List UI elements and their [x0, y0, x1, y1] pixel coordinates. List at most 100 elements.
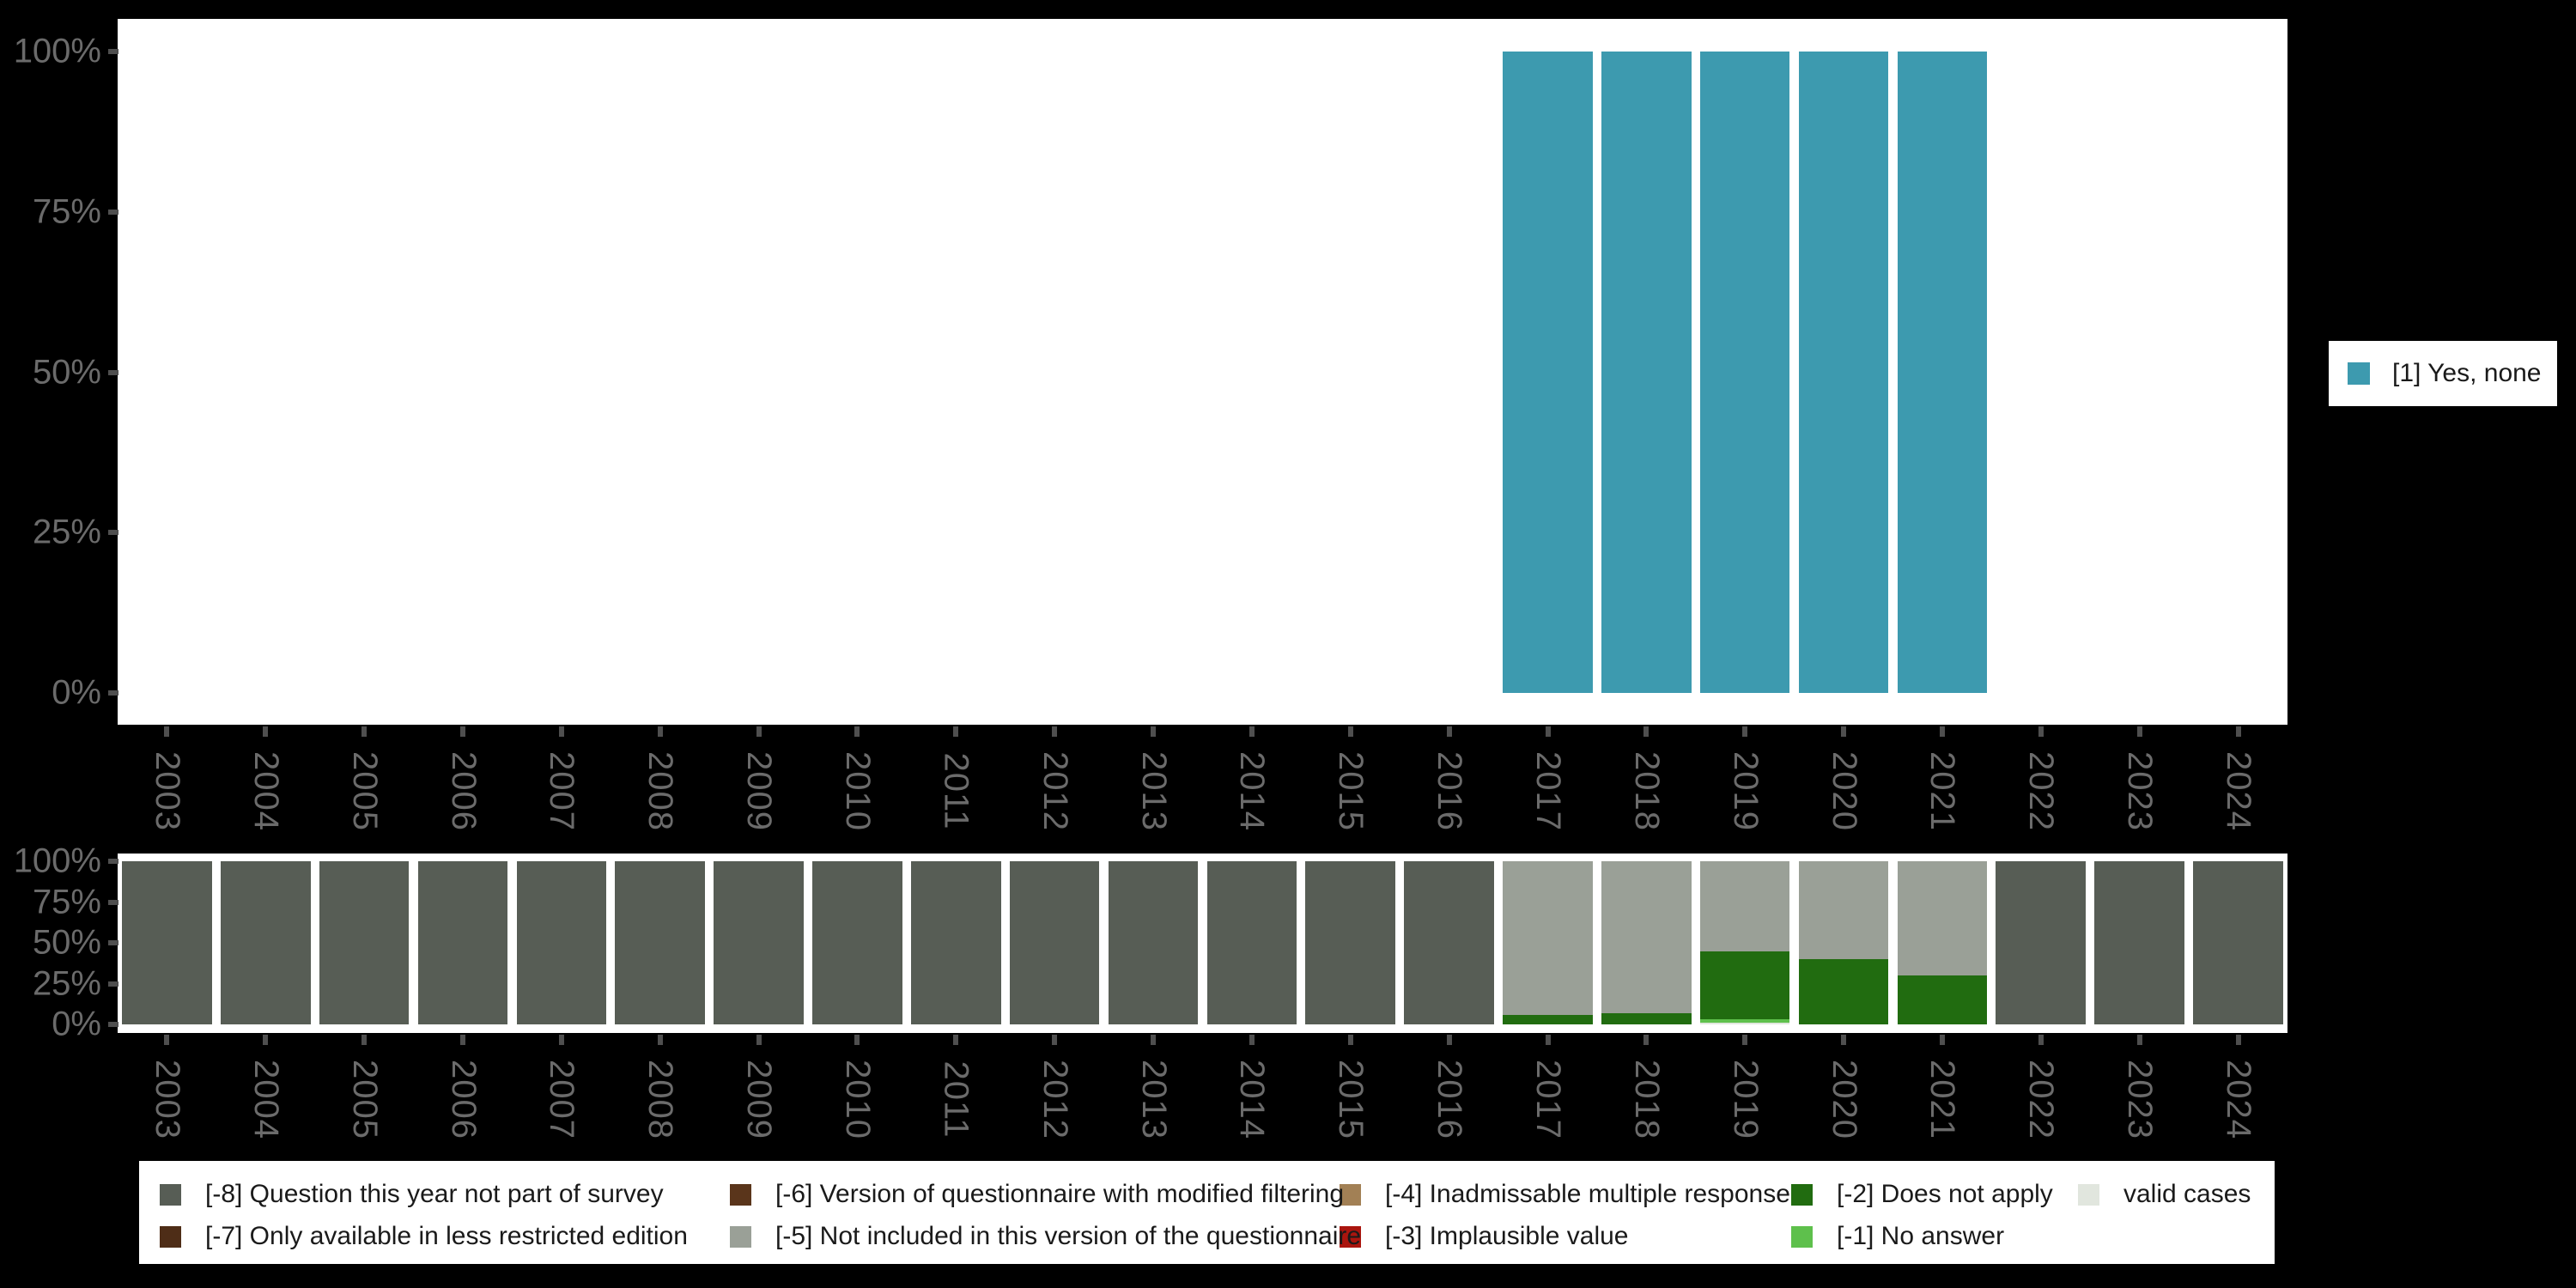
sub-xtick-mark: [2136, 1035, 2142, 1045]
main-chart-legend: [1] Yes, none: [2329, 341, 2557, 406]
sub-ytick-mark: [108, 981, 118, 987]
stack-segment: [1798, 959, 1889, 1024]
main-xtick-mark: [1742, 726, 1748, 737]
legend-swatch: [1340, 1183, 1361, 1206]
sub-year-cell: 2004: [216, 1045, 315, 1153]
legend-label: [-6] Version of questionnaire with modif…: [775, 1180, 1345, 1208]
missing-values-legend: [-8] Question this year not part of surv…: [139, 1161, 2275, 1264]
main-ytick-mark: [108, 209, 118, 215]
missing-column-2006: [414, 854, 513, 1033]
missing-stack-2020: [1798, 861, 1889, 1024]
missing-column-2015: [1301, 854, 1400, 1033]
legend-label: [-5] Not included in this version of the…: [775, 1222, 1362, 1250]
main-chart-column-2008: [611, 19, 709, 725]
main-year-label-2024: 2024: [2219, 750, 2257, 831]
sub-year-label-2023: 2023: [2121, 1059, 2160, 1139]
stack-segment: [1206, 861, 1297, 1024]
main-year-cell: 2005: [315, 737, 414, 845]
sub-year-label-2012: 2012: [1036, 1059, 1074, 1139]
sub-xtick-mark: [953, 1035, 959, 1045]
missing-values-plot-area: [118, 854, 2287, 1033]
main-chart-column-2012: [1005, 19, 1104, 725]
stack-segment: [1699, 951, 1790, 1020]
missing-values-x-ticks: [118, 1035, 2287, 1045]
missing-stack-2013: [1108, 861, 1199, 1024]
main-xtick-mark: [460, 726, 466, 737]
legend-swatch: [160, 1225, 181, 1248]
main-year-cell: 2009: [709, 737, 808, 845]
missing-stack-2021: [1897, 861, 1988, 1024]
stack-segment: [2193, 861, 2283, 1024]
main-xtick-mark: [1249, 726, 1255, 737]
main-xtick-mark: [1347, 726, 1353, 737]
stack-segment: [1699, 1019, 1790, 1024]
sub-year-cell: 2013: [1104, 1045, 1203, 1153]
main-year-cell: 2013: [1104, 737, 1203, 845]
legend-item: [-8] Question this year not part of surv…: [160, 1176, 730, 1212]
stack-segment: [2094, 861, 2184, 1024]
legend-label: valid cases: [2123, 1180, 2251, 1208]
sub-year-cell: 2017: [1498, 1045, 1597, 1153]
stack-segment: [1798, 861, 1889, 959]
sub-year-cell: 2003: [118, 1045, 216, 1153]
main-year-label-2005: 2005: [345, 750, 384, 831]
legend-swatch: [160, 1183, 181, 1206]
main-year-label-2023: 2023: [2121, 750, 2160, 831]
stack-segment: [1503, 861, 1593, 1015]
missing-column-2010: [808, 854, 907, 1033]
legend-column-3: [-4] Inadmissable multiple response [-3] …: [1340, 1176, 1791, 1264]
sub-xtick-mark: [164, 1035, 170, 1045]
legend-label-yes-none: [1] Yes, none: [2392, 359, 2542, 387]
stack-segment: [221, 861, 311, 1024]
legend-swatch: [730, 1183, 751, 1206]
main-year-label-2020: 2020: [1825, 750, 1863, 831]
sub-ytick-label: 25%: [32, 964, 101, 1002]
legend-item: [-5] Not included in this version of the…: [730, 1218, 1361, 1255]
sub-xtick-mark: [1742, 1035, 1748, 1045]
main-year-label-2016: 2016: [1431, 750, 1469, 831]
missing-values-y-axis: 100% 75% 50% 25% 0%: [0, 842, 101, 1043]
stack-segment: [1601, 1012, 1692, 1024]
main-year-cell: 2020: [1795, 737, 1893, 845]
missing-stack-2023: [2094, 861, 2184, 1024]
stack-segment: [1305, 861, 1395, 1024]
main-xtick-mark: [657, 726, 663, 737]
main-year-label-2004: 2004: [246, 750, 285, 831]
main-year-cell: 2016: [1400, 737, 1498, 845]
main-year-cell: 2003: [118, 737, 216, 845]
sub-year-label-2008: 2008: [641, 1059, 680, 1139]
sub-xtick-mark: [1545, 1035, 1551, 1045]
main-year-label-2017: 2017: [1528, 750, 1567, 831]
legend-label: [-1] No answer: [1837, 1222, 2005, 1250]
main-xtick-mark: [2136, 726, 2142, 737]
missing-stack-2008: [615, 861, 705, 1024]
legend-item: valid cases: [2078, 1176, 2267, 1212]
main-chart-y-axis: 100% 75% 50% 25% 0%: [0, 19, 101, 725]
missing-column-2013: [1104, 854, 1203, 1033]
legend-label: [-8] Question this year not part of surv…: [205, 1180, 664, 1208]
main-chart-bars: [118, 19, 2287, 725]
stack-segment: [1996, 861, 2086, 1024]
sub-ytick-mark: [108, 899, 118, 905]
sub-year-cell: 2024: [2189, 1045, 2287, 1153]
legend-swatch-yes-none: [2348, 362, 2370, 385]
sub-xtick-mark: [558, 1035, 564, 1045]
missing-stack-2017: [1503, 861, 1593, 1024]
stack-segment: [1897, 861, 1988, 975]
main-xtick-mark: [2038, 726, 2044, 737]
sub-year-cell: 2005: [315, 1045, 414, 1153]
main-xtick-mark: [953, 726, 959, 737]
missing-stack-2022: [1996, 861, 2086, 1024]
sub-year-label-2017: 2017: [1528, 1059, 1567, 1139]
main-year-cell: 2024: [2189, 737, 2287, 845]
sub-ytick-label: 100%: [13, 841, 101, 880]
legend-label: [-2] Does not apply: [1837, 1180, 2053, 1208]
sub-xtick-mark: [1151, 1035, 1157, 1045]
main-xtick-mark: [1939, 726, 1945, 737]
main-chart-column-2016: [1400, 19, 1498, 725]
main-year-label-2008: 2008: [641, 750, 680, 831]
main-chart-column-2018: [1597, 19, 1696, 725]
missing-column-2014: [1202, 854, 1301, 1033]
missing-stack-2005: [319, 861, 410, 1024]
sub-year-cell: 2016: [1400, 1045, 1498, 1153]
